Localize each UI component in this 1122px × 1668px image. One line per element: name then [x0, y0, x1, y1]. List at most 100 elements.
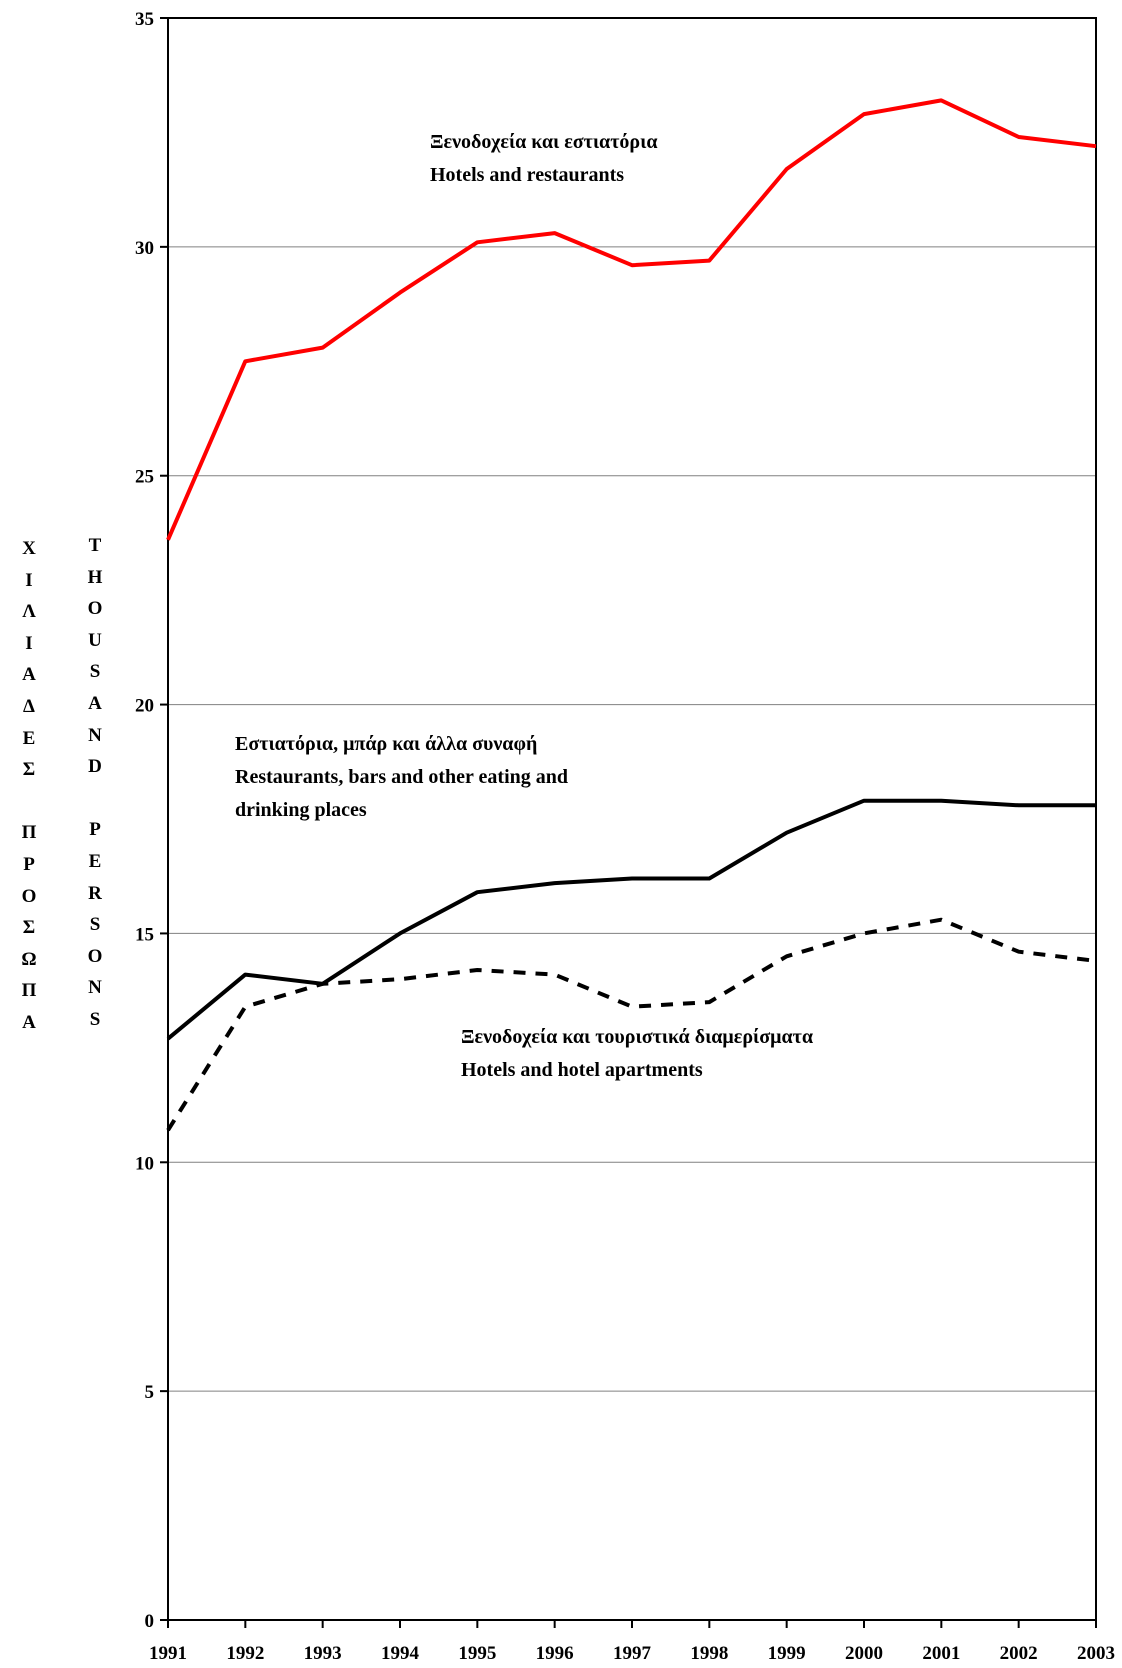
ylabel-english-letter-10: P	[89, 819, 101, 841]
series-1-point-2000	[862, 112, 866, 116]
series-2-point-1996	[553, 881, 557, 885]
series-2-point-1997	[630, 877, 634, 881]
series-3-point-2003	[1094, 959, 1098, 963]
y-tick-label-5: 5	[145, 1382, 155, 1403]
ylabel-greek-letter-3: Λ	[22, 601, 36, 623]
series-1-label-line-2: Hotels and restaurants	[430, 164, 624, 186]
axis-ticks: 0 5 10 15 20 25 30 35 1991 1992 1993 1994 1995 1996 19…	[135, 9, 1115, 1664]
series-2-point-1999	[785, 831, 789, 835]
series-3-point-1991	[166, 1128, 170, 1132]
ylabel-english-letter-9	[80, 783, 110, 815]
ylabel-english-letter-5: S	[89, 661, 101, 683]
series-1-point-2002	[1017, 135, 1021, 139]
x-tick-label-2003: 2003	[1077, 1643, 1115, 1664]
ylabel-greek-letter-15: Π	[21, 980, 37, 1002]
ylabel-greek-letter-9	[14, 786, 44, 818]
ylabel-greek-letter-5: Α	[22, 664, 36, 686]
ylabel-english-letter-6: A	[88, 692, 102, 714]
ylabel-english-letter-1: T	[88, 535, 102, 556]
series-2-label-line-2: Restaurants, bars and other eating and	[235, 766, 568, 788]
x-tick-label-1997: 1997	[613, 1643, 652, 1664]
ylabel-greek-letter-7: Ε	[22, 727, 36, 749]
ylabel-english-letter-13: S	[89, 914, 101, 936]
series-3-point-1996	[553, 973, 557, 977]
ylabel-english-letter-14: O	[87, 945, 103, 967]
series-3-point-1992	[243, 1005, 247, 1009]
x-tick-label-1999: 1999	[768, 1643, 806, 1664]
ylabel-english-letter-4: U	[88, 629, 102, 651]
ylabel-english-letter-8: D	[88, 756, 102, 778]
ylabel-english-letter-2: H	[87, 566, 103, 588]
series-1-point-1999	[785, 167, 789, 171]
ylabel-greek-letter-16: Α	[22, 1011, 36, 1033]
ylabel-greek-letter-12: Ο	[21, 885, 37, 907]
ylabel-english-letter-7: N	[88, 724, 102, 746]
series-1-point-1998	[707, 259, 711, 263]
ylabel-english-letter-16: S	[89, 1008, 101, 1030]
x-tick-label-2000: 2000	[845, 1643, 883, 1664]
series-lines	[166, 98, 1098, 1132]
ylabel-greek-letter-11: Ρ	[23, 853, 35, 875]
series-3-point-1999	[785, 954, 789, 958]
series-1-point-2001	[939, 98, 943, 102]
y-tick-label-35: 35	[135, 9, 154, 30]
series-3-point-1998	[707, 1000, 711, 1004]
y-tick-label-25: 25	[135, 467, 154, 488]
series-3-point-1994	[398, 977, 402, 981]
y-tick-label-15: 15	[135, 924, 154, 945]
series-1-point-1994	[398, 291, 402, 295]
series-1-point-1991	[166, 538, 170, 542]
y-tick-label-30: 30	[135, 238, 154, 259]
x-tick-label-2001: 2001	[922, 1643, 960, 1664]
series-2-point-1994	[398, 931, 402, 935]
series-2-label-line-1: Εστιατόρια, μπάρ και άλλα συναφή	[235, 733, 537, 755]
x-tick-label-1994: 1994	[381, 1643, 420, 1664]
series-3-point-1997	[630, 1005, 634, 1009]
series-3-point-2002	[1017, 950, 1021, 954]
y-tick-label-0: 0	[145, 1611, 155, 1632]
ylabel-greek-letter-13: Σ	[22, 917, 36, 939]
series-1-point-1992	[243, 359, 247, 363]
ylabel-greek-letter-1: Χ	[22, 538, 36, 559]
x-tick-label-1995: 1995	[458, 1643, 496, 1664]
ylabel-greek-letter-10: Π	[21, 822, 37, 844]
series-3-label-line-1: Ξενοδοχεία και τουριστικά διαμερίσματα	[461, 1026, 813, 1048]
x-tick-label-2002: 2002	[1000, 1643, 1038, 1664]
series-line-3	[166, 917, 1097, 1132]
series-2-label-line-3: drinking places	[235, 799, 367, 821]
series-line-2	[166, 798, 1096, 1041]
series-3-label-line-2: Hotels and hotel apartments	[461, 1059, 703, 1081]
series-2-point-2002	[1017, 803, 1021, 807]
series-1-point-1993	[321, 346, 325, 350]
series-3-point-1995	[475, 968, 479, 972]
series-3-point-1993	[321, 982, 325, 986]
y-tick-label-20: 20	[135, 696, 154, 717]
series-2-point-2000	[862, 799, 866, 803]
series-2-point-2003	[1094, 803, 1098, 807]
series-1-point-1996	[553, 231, 557, 235]
series-1-point-1997	[630, 263, 634, 267]
x-tick-label-1991: 1991	[149, 1643, 187, 1664]
series-2-point-2001	[939, 799, 943, 803]
y-tick-label-10: 10	[135, 1153, 154, 1174]
series-1-point-2003	[1094, 144, 1098, 148]
x-tick-label-1992: 1992	[226, 1643, 264, 1664]
x-tick-label-1998: 1998	[690, 1643, 728, 1664]
series-line-1	[166, 98, 1097, 541]
series-1-label-line-1: Ξενοδοχεία και εστιατόρια	[430, 131, 658, 153]
ylabel-english-letter-12: R	[88, 882, 102, 904]
x-tick-label-1993: 1993	[304, 1643, 342, 1664]
series-3-point-2000	[862, 931, 866, 935]
ylabel-english-letter-11: E	[88, 850, 102, 872]
series-annotations: Ξενοδοχεία και εστιατόρια Hotels and rest…	[235, 131, 813, 1081]
series-2-point-1998	[707, 877, 711, 881]
series-2-point-1995	[475, 890, 479, 894]
series-2-point-1991	[166, 1037, 170, 1041]
series-2-point-1992	[243, 973, 247, 977]
x-tick-label-1996: 1996	[536, 1643, 574, 1664]
ylabel-greek-letter-14: Ω	[21, 948, 37, 970]
ylabel-greek-letter-4: Ι	[25, 632, 33, 654]
